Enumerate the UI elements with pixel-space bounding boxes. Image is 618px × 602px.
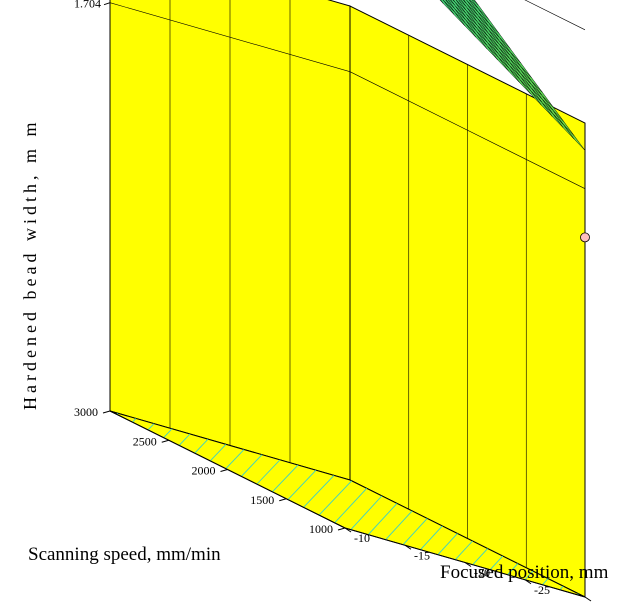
contour-line <box>420 525 443 551</box>
contour-line <box>209 444 227 462</box>
contour-line <box>524 570 534 581</box>
x-axis-title: Focused position, mm <box>440 562 609 583</box>
x-tick-label: -30 <box>594 600 610 602</box>
design-points <box>580 150 590 243</box>
contour-line <box>350 495 383 530</box>
surface-cell <box>458 0 478 22</box>
y-tick-label: 3000 <box>74 405 98 419</box>
contour-line <box>194 438 209 454</box>
design-point <box>580 232 590 243</box>
surface-cell <box>463 0 478 16</box>
contour-line <box>367 503 398 535</box>
x-tick-label: -15 <box>414 548 430 562</box>
surface-cell <box>450 0 466 17</box>
z-tick-label: 1.704 <box>74 0 101 11</box>
surface-cell <box>466 0 478 12</box>
x-tick-mark <box>404 544 412 550</box>
surface-cell <box>471 0 490 20</box>
surface-cell <box>455 0 467 11</box>
contour-line <box>272 464 299 493</box>
contour-line <box>489 555 504 571</box>
response-surface <box>439 0 586 151</box>
y-tick-mark <box>220 469 228 472</box>
contour-line <box>402 518 428 545</box>
contour-line <box>385 510 413 540</box>
surface-cell <box>469 0 479 9</box>
contour-line <box>303 475 335 508</box>
axis-ticks: 1000 1500 2000 2500 3000 -30 -25 -20 -15 -10 1.704… <box>74 0 610 602</box>
y-tick-mark <box>279 498 287 502</box>
y-tick-label: 2500 <box>133 434 157 448</box>
contour-line <box>240 454 263 477</box>
surface-cell <box>460 0 478 19</box>
contour-line <box>178 433 191 446</box>
z-tick-mark <box>103 2 111 6</box>
contour-line <box>437 533 458 556</box>
x-tick-mark <box>464 562 472 567</box>
grid-line <box>109 2 586 189</box>
y-axis-title: Scanning speed, mm/min <box>28 544 221 565</box>
surface-cell <box>462 0 467 4</box>
y-tick-label: 2000 <box>192 464 216 478</box>
surface-cell <box>452 0 456 3</box>
y-tick-label: 1000 <box>309 522 333 536</box>
surface-cell <box>459 0 467 8</box>
z-axis-title: Hardened bead width, m m <box>20 119 40 410</box>
x-tick-label: -10 <box>354 531 370 545</box>
x-tick-mark <box>344 527 352 533</box>
contour-line <box>225 449 245 469</box>
surface-cell <box>453 0 467 14</box>
surface-cell <box>439 0 444 4</box>
surface-cell <box>445 0 466 24</box>
contour-line <box>287 469 317 500</box>
y-tick-mark <box>337 527 346 531</box>
surface-cell <box>445 0 455 9</box>
x-tick-label: -20 <box>474 566 490 580</box>
surface-cell <box>448 0 466 20</box>
surface-cell <box>468 0 489 23</box>
y-tick-label: 1500 <box>250 493 274 507</box>
contour-line <box>454 540 473 561</box>
contour-line <box>132 418 137 423</box>
contour-line <box>559 585 564 591</box>
y-tick-mark <box>102 410 111 414</box>
y-tick-mark <box>161 439 169 443</box>
surface-cell <box>473 0 479 6</box>
x-tick-mark <box>524 579 532 585</box>
surface-cell <box>455 0 477 25</box>
contour-line <box>507 563 519 576</box>
contour-line <box>163 428 173 438</box>
contour-line <box>318 480 353 516</box>
floor-contours <box>116 412 579 596</box>
contour-line <box>542 578 549 586</box>
contour-line <box>256 459 281 485</box>
x-tick-label: -25 <box>534 583 550 597</box>
surface-cell <box>442 0 455 12</box>
x-tick-mark <box>584 596 592 602</box>
contour-line <box>472 548 488 566</box>
surface-cell <box>440 0 455 15</box>
surface-cell <box>449 0 455 6</box>
contour-line <box>147 423 155 431</box>
contour-line <box>334 488 368 524</box>
